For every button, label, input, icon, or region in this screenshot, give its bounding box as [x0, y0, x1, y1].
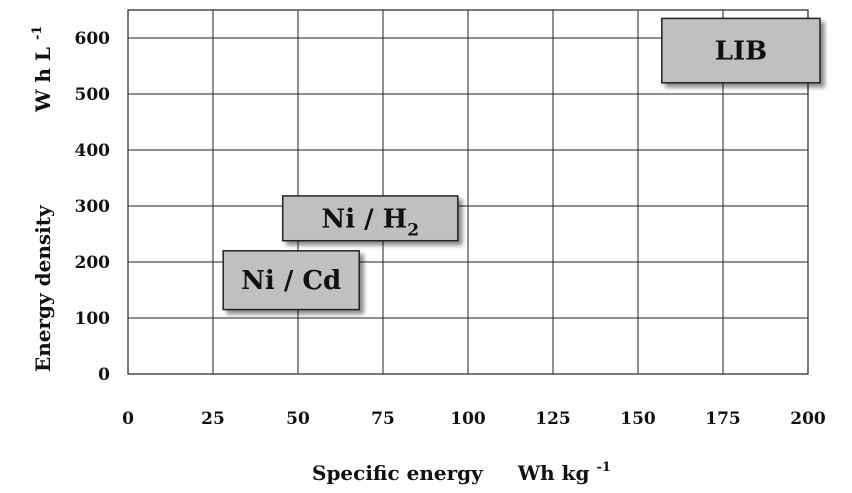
region-label-ni-cd: Ni / Cd [241, 266, 341, 296]
y-tick-label: 500 [75, 85, 111, 105]
battery-regions: LIB Ni / H2 Ni / Cd [222, 17, 821, 311]
x-axis-unit: Wh kg [517, 461, 590, 485]
y-tick-label: 0 [98, 365, 110, 385]
x-tick-label: 175 [705, 409, 741, 429]
region-label-text: LIB [715, 37, 767, 67]
x-tick-label: 25 [201, 409, 225, 429]
y-axis-unit: W h L -1 [30, 26, 55, 113]
y-axis-unit-sup: -1 [30, 26, 45, 40]
region-label-subscript: 2 [407, 220, 419, 240]
region-lib [661, 17, 821, 84]
x-tick-label: 75 [371, 409, 395, 429]
x-tick-label: 125 [535, 409, 571, 429]
region-label-ni-h2: Ni / H2 [321, 204, 419, 240]
y-axis-unit-main: W h L [31, 47, 55, 113]
region-ni-h2 [281, 195, 459, 242]
y-tick-label: 200 [75, 253, 111, 273]
x-tick-label: 100 [450, 409, 486, 429]
y-tick-label: 300 [75, 197, 111, 217]
x-tick-label: 200 [790, 409, 826, 429]
x-tick-label: 50 [286, 409, 310, 429]
x-tick-label: 150 [620, 409, 656, 429]
x-axis-unit-sup: -1 [597, 460, 611, 475]
x-tick-label: 0 [122, 409, 134, 429]
region-ni-cd [222, 250, 360, 311]
region-label-lib: LIB [715, 37, 767, 67]
y-tick-label: 400 [75, 141, 111, 161]
y-tick-labels: 0 100 200 300 400 500 600 [75, 29, 111, 385]
y-tick-label: 600 [75, 29, 111, 49]
region-label-text: Ni / H [321, 204, 407, 234]
x-tick-labels: 0 25 50 75 100 125 150 175 200 [122, 409, 826, 429]
region-label-text: Ni / Cd [241, 266, 341, 296]
x-axis-label: Specific energy Wh kg -1 [312, 460, 611, 485]
x-axis-title: Specific energy [312, 461, 484, 485]
y-axis-title: Energy density [31, 204, 55, 372]
y-tick-label: 100 [75, 309, 111, 329]
